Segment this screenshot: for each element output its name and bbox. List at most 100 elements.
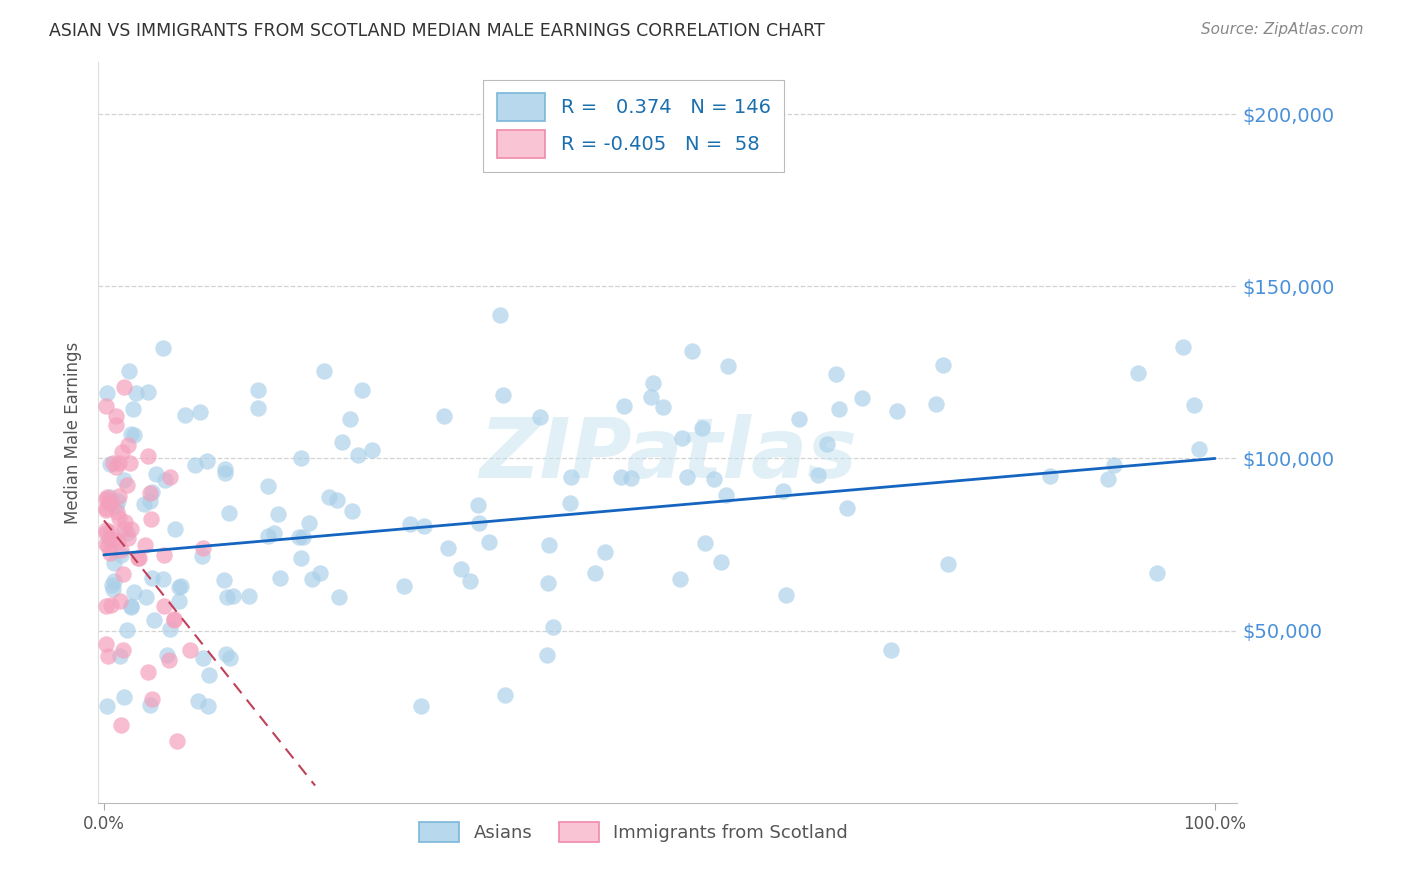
Point [394, 579, 416, 593]
Point [120, 599, 142, 614]
Point [595, 545, 617, 559]
Point [96, 539, 118, 553]
Point [122, 402, 145, 417]
Point [101, 456, 124, 470]
Point [159, 470, 181, 484]
Point [257, 479, 280, 493]
Point [110, 649, 132, 664]
Point [339, 412, 361, 426]
Point [152, 572, 174, 586]
Point [491, 388, 513, 402]
Point [112, 473, 135, 487]
Text: ZIPatlas: ZIPatlas [479, 414, 856, 495]
Point [153, 599, 176, 613]
Point [218, 506, 240, 520]
Point [620, 471, 643, 485]
Point [174, 408, 197, 422]
Point [710, 555, 733, 569]
Point [105, 500, 128, 514]
Point [142, 613, 165, 627]
Point [681, 344, 703, 359]
Point [96, 526, 118, 541]
Point [118, 364, 141, 378]
Point [703, 472, 725, 486]
Point [167, 580, 190, 594]
Point [112, 380, 135, 394]
Point [120, 599, 142, 613]
Text: ASIAN VS IMMIGRANTS FROM SCOTLAND MEDIAN MALE EARNINGS CORRELATION CHART: ASIAN VS IMMIGRANTS FROM SCOTLAND MEDIAN… [49, 22, 825, 40]
Point [103, 574, 125, 588]
Point [100, 524, 122, 539]
Point [437, 541, 460, 556]
Point [110, 542, 132, 557]
Point [115, 478, 138, 492]
Point [127, 551, 149, 566]
Point [538, 538, 561, 552]
Point [215, 648, 238, 662]
Point [117, 438, 139, 452]
Point [132, 497, 155, 511]
Point [652, 400, 675, 414]
Point [290, 551, 312, 566]
Point [163, 613, 186, 627]
Point [96, 500, 118, 515]
Point [100, 546, 122, 560]
Point [96, 503, 118, 517]
Point [191, 549, 214, 563]
Point [152, 341, 174, 355]
Point [1102, 458, 1125, 472]
Point [693, 535, 716, 549]
Point [141, 571, 163, 585]
Point [828, 402, 851, 417]
Point [256, 528, 278, 542]
Point [166, 734, 188, 748]
Point [120, 426, 142, 441]
Point [98, 457, 121, 471]
Point [108, 456, 131, 470]
Point [1126, 367, 1149, 381]
Point [936, 558, 959, 572]
Point [460, 574, 482, 588]
Point [195, 454, 218, 468]
Point [112, 567, 135, 582]
Point [112, 690, 135, 704]
Point [153, 548, 176, 562]
Point [139, 493, 162, 508]
Point [613, 399, 636, 413]
Point [107, 493, 129, 508]
Point [669, 572, 692, 586]
Point [347, 448, 370, 462]
Point [98, 490, 121, 504]
Point [543, 620, 565, 634]
Point [560, 469, 582, 483]
Point [110, 445, 132, 459]
Point [671, 431, 693, 445]
Point [96, 537, 118, 551]
Legend: Asians, Immigrants from Scotland: Asians, Immigrants from Scotland [412, 815, 855, 849]
Point [851, 391, 873, 405]
Point [1146, 566, 1168, 580]
Point [314, 364, 336, 378]
Point [112, 522, 135, 536]
Point [676, 470, 699, 484]
Point [105, 409, 128, 423]
Point [219, 651, 242, 665]
Point [115, 525, 138, 540]
Point [450, 562, 472, 576]
Point [717, 359, 740, 373]
Point [179, 643, 201, 657]
Point [815, 437, 838, 451]
Point [141, 484, 163, 499]
Point [100, 496, 122, 510]
Point [110, 548, 132, 562]
Point [835, 500, 858, 515]
Point [107, 533, 129, 548]
Point [159, 653, 181, 667]
Point [169, 594, 191, 608]
Point [214, 462, 236, 476]
Point [103, 556, 125, 570]
Point [101, 582, 124, 597]
Point [141, 692, 163, 706]
Point [1188, 442, 1211, 456]
Point [191, 541, 214, 555]
